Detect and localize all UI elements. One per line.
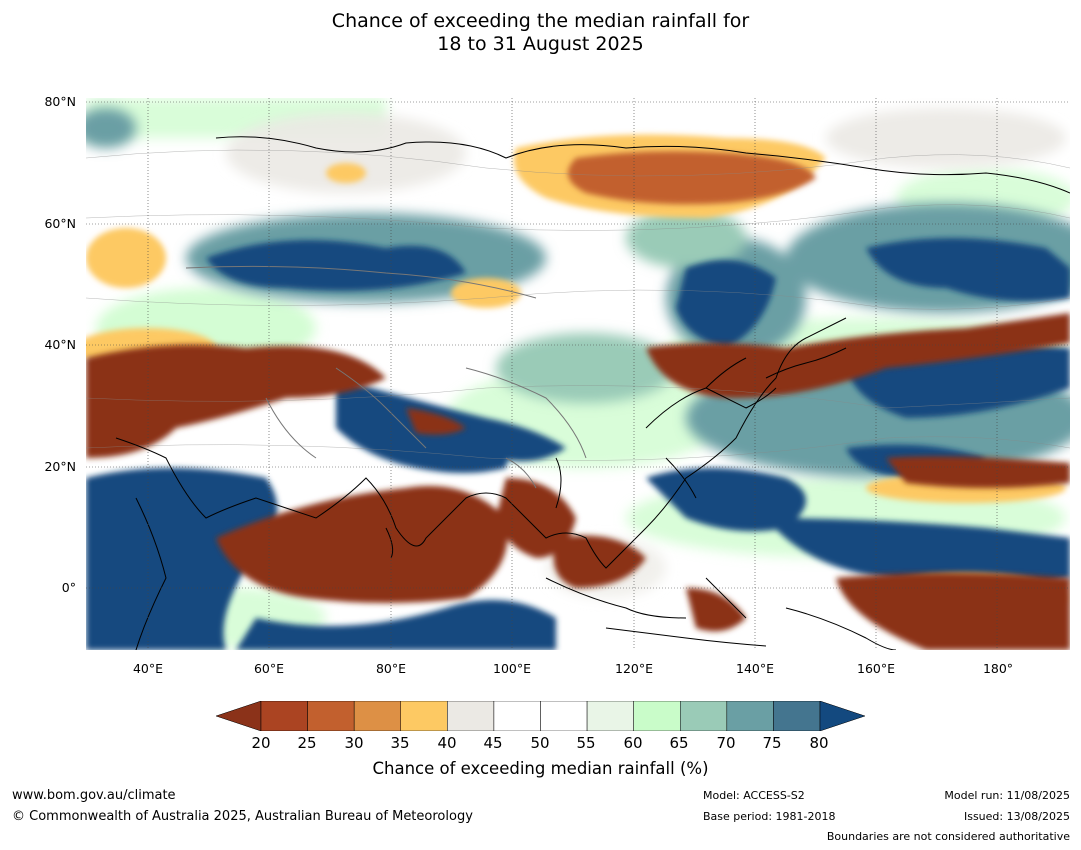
colorbar-cell [260,701,308,731]
colorbar-cell [353,701,402,731]
lon-label-140e: 140°E [735,661,775,676]
title-line-1: Chance of exceeding the median rainfall … [331,10,750,32]
lon-label-160e: 160°E [856,661,896,676]
lon-label-100e: 100°E [492,661,532,676]
colorbar-under-arrow [216,701,262,731]
colorbar-tick: 75 [762,734,782,752]
colorbar-cell [307,701,355,731]
colorbar-tick: 25 [297,734,317,752]
colorbar-tick: 55 [576,734,596,752]
lon-label-180: 180° [982,661,1014,676]
graticule [86,98,1070,650]
chart-title: Chance of exceeding the median rainfall … [0,10,1081,56]
lat-label-0: 0° [61,580,76,595]
footer-base-period: Base period: 1981-2018 [703,810,836,823]
country-boundaries [185,265,587,489]
colorbar-tick: 65 [669,734,689,752]
title-line-2: 18 to 31 August 2025 [437,33,644,55]
dry-areas [86,151,1070,650]
rainfall-map [86,98,1070,650]
colorbar-cell [400,701,448,731]
footer-model-run: Model run: 11/08/2025 [944,789,1070,802]
lon-label-120e: 120°E [614,661,654,676]
colorbar-tick: 60 [623,734,643,752]
colorbar-cell [633,701,681,731]
colorbar-tick: 40 [437,734,457,752]
coastlines [115,136,1070,650]
map-canvas [86,98,1070,650]
lon-label-80e: 80°E [375,661,407,676]
colorbar-tick: 30 [344,734,364,752]
colorbar-tick: 20 [251,734,271,752]
colorbar-cell [773,701,821,731]
footer-copyright: © Commonwealth of Australia 2025, Austra… [12,809,473,824]
footer-issued: Issued: 13/08/2025 [963,810,1070,823]
colorbar-tick: 35 [390,734,410,752]
footer-model: Model: ACCESS-S2 [703,789,805,802]
colorbar-cell [493,701,541,731]
colorbar-cell [726,701,774,731]
colorbar-cell [586,701,634,731]
colorbar-tick: 50 [530,734,550,752]
colorbar-cells [260,701,821,731]
colorbar-cell [540,701,588,731]
contour-lines [86,149,1070,461]
lon-label-40e: 40°E [132,661,164,676]
colorbar-over-arrow [819,701,866,731]
colorbar-label: Chance of exceeding median rainfall (%) [372,759,709,778]
lat-label-40n: 40°N [44,337,76,352]
footer-disclaimer: Boundaries are not considered authoritat… [826,830,1070,843]
lat-label-80n: 80°N [44,94,76,109]
lat-label-20n: 20°N [44,459,76,474]
lon-label-60e: 60°E [253,661,285,676]
footer-url[interactable]: www.bom.gov.au/climate [12,788,176,803]
colorbar-cell [680,701,728,731]
colorbar-tick: 45 [483,734,503,752]
lat-label-60n: 60°N [44,216,76,231]
colorbar [216,701,866,731]
colorbar-tick: 80 [809,734,829,752]
colorbar-cell [447,701,495,731]
colorbar-tick: 70 [716,734,736,752]
